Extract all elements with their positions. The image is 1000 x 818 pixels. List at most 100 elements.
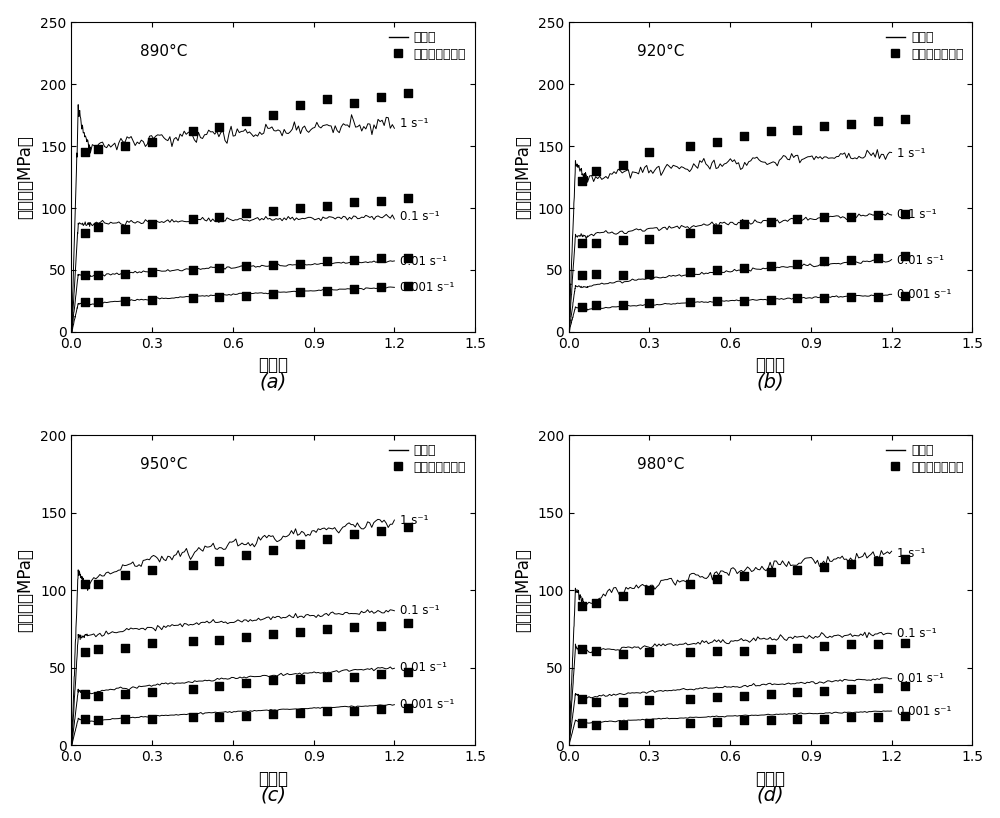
Point	[238, 709, 254, 722]
Text: (c): (c)	[260, 785, 286, 804]
X-axis label: 真应变: 真应变	[756, 357, 786, 375]
Point	[574, 642, 590, 655]
Point	[615, 268, 631, 281]
Point	[211, 261, 227, 274]
Point	[709, 715, 725, 728]
Point	[211, 210, 227, 223]
Point	[736, 261, 752, 274]
Point	[615, 695, 631, 708]
Point	[843, 254, 859, 267]
Point	[789, 564, 805, 577]
Point	[292, 706, 308, 719]
Point	[77, 268, 93, 281]
Point	[117, 569, 133, 582]
Point	[144, 266, 160, 279]
Point	[816, 685, 832, 698]
Point	[400, 86, 416, 99]
Point	[292, 626, 308, 639]
Point	[709, 222, 725, 236]
Point	[117, 222, 133, 236]
Legend: 试验値, 晶体塑性预测値: 试验値, 晶体塑性预测値	[884, 29, 966, 63]
Point	[77, 578, 93, 591]
Point	[763, 124, 779, 137]
Point	[843, 638, 859, 651]
Text: 0.001 s⁻¹: 0.001 s⁻¹	[400, 281, 454, 294]
Text: 0.1 s⁻¹: 0.1 s⁻¹	[897, 208, 937, 221]
Point	[292, 99, 308, 112]
Point	[265, 287, 281, 300]
Point	[346, 254, 362, 267]
Point	[789, 641, 805, 654]
Point	[615, 298, 631, 311]
Point	[709, 136, 725, 149]
Point	[709, 644, 725, 657]
Text: 920°C: 920°C	[637, 44, 685, 59]
Point	[682, 645, 698, 658]
Point	[319, 533, 335, 546]
Text: 0.01 s⁻¹: 0.01 s⁻¹	[897, 254, 944, 267]
Point	[588, 298, 604, 311]
Point	[588, 267, 604, 281]
Point	[897, 290, 913, 303]
Point	[641, 297, 657, 310]
Point	[763, 714, 779, 727]
Point	[682, 295, 698, 308]
Point	[185, 263, 201, 276]
Point	[185, 124, 201, 137]
Text: 950°C: 950°C	[140, 457, 187, 472]
Text: 0.1 s⁻¹: 0.1 s⁻¹	[897, 627, 937, 640]
Text: 1 s⁻¹: 1 s⁻¹	[897, 147, 925, 160]
Point	[843, 117, 859, 130]
Point	[870, 115, 886, 128]
Text: 0.001 s⁻¹: 0.001 s⁻¹	[400, 699, 454, 712]
Point	[736, 218, 752, 231]
Point	[373, 194, 389, 207]
Text: (a): (a)	[260, 372, 287, 391]
X-axis label: 真应变: 真应变	[258, 357, 288, 375]
Point	[870, 555, 886, 568]
Point	[897, 709, 913, 722]
Text: 980°C: 980°C	[637, 457, 685, 472]
Point	[736, 689, 752, 702]
Point	[77, 146, 93, 159]
X-axis label: 真应变: 真应变	[258, 770, 288, 788]
Point	[789, 213, 805, 226]
Point	[763, 260, 779, 273]
Point	[870, 209, 886, 222]
Point	[816, 640, 832, 653]
Point	[615, 158, 631, 171]
Point	[373, 703, 389, 716]
Point	[897, 112, 913, 125]
Point	[789, 124, 805, 137]
Point	[897, 249, 913, 263]
Point	[77, 645, 93, 658]
Point	[77, 295, 93, 308]
Point	[319, 92, 335, 106]
Point	[709, 690, 725, 703]
Point	[292, 257, 308, 270]
Y-axis label: 真应力（MPa）: 真应力（MPa）	[17, 548, 35, 632]
Point	[816, 560, 832, 573]
Point	[292, 285, 308, 299]
Point	[682, 227, 698, 240]
Text: 0.01 s⁻¹: 0.01 s⁻¹	[400, 255, 447, 267]
Point	[238, 206, 254, 219]
Point	[588, 718, 604, 731]
Point	[185, 683, 201, 696]
Point	[682, 578, 698, 591]
Point	[736, 714, 752, 727]
Point	[897, 208, 913, 221]
Point	[292, 201, 308, 214]
Point	[238, 115, 254, 128]
Text: 1 s⁻¹: 1 s⁻¹	[897, 546, 925, 560]
Point	[763, 215, 779, 228]
Point	[346, 528, 362, 541]
Y-axis label: 真应力（MPa）: 真应力（MPa）	[17, 135, 35, 219]
Point	[144, 564, 160, 577]
Point	[816, 210, 832, 223]
Point	[346, 282, 362, 295]
Point	[117, 687, 133, 700]
Point	[588, 596, 604, 609]
Point	[211, 290, 227, 303]
Point	[185, 711, 201, 724]
